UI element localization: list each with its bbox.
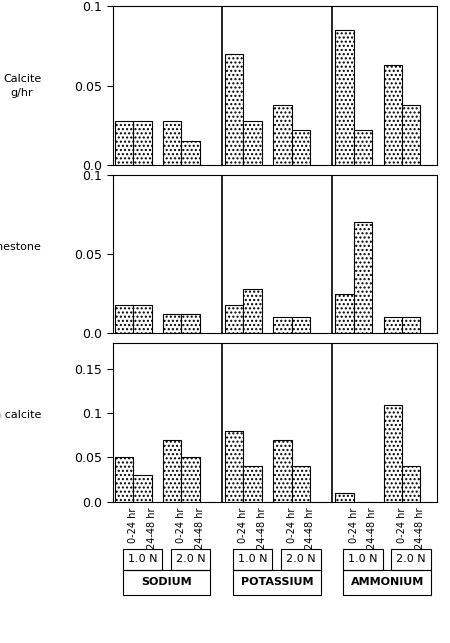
Text: 0-24 hr: 0-24 hr [349, 508, 359, 543]
Text: POTASSIUM: POTASSIUM [241, 577, 313, 588]
Bar [392, 549, 431, 570]
Text: SODIUM: SODIUM [141, 577, 192, 588]
Bar [292, 466, 310, 502]
Bar [402, 466, 420, 502]
Text: 0-24 hr: 0-24 hr [397, 508, 407, 543]
Bar [163, 121, 181, 165]
Bar [181, 457, 200, 502]
Bar [402, 318, 420, 333]
Bar [181, 314, 200, 333]
Bar [225, 54, 243, 165]
Text: 1.0 N: 1.0 N [238, 554, 267, 565]
Bar [243, 289, 262, 333]
Bar [335, 30, 354, 165]
Bar [402, 105, 420, 165]
Bar [122, 570, 211, 595]
Y-axis label: Calcite with limestone
g/hr: Calcite with limestone g/hr [0, 242, 41, 266]
Text: 24-48 hr: 24-48 hr [257, 508, 267, 549]
Bar [243, 121, 262, 165]
Text: 1.0 N: 1.0 N [348, 554, 378, 565]
Text: AMMONIUM: AMMONIUM [351, 577, 424, 588]
Bar [343, 570, 431, 595]
Bar [343, 549, 383, 570]
Text: 24-48 hr: 24-48 hr [367, 508, 377, 549]
Text: 2.0 N: 2.0 N [286, 554, 316, 565]
Text: 0-24 hr: 0-24 hr [238, 508, 248, 543]
Bar [225, 431, 243, 502]
Text: 24-48 hr: 24-48 hr [147, 508, 157, 549]
Bar [292, 318, 310, 333]
Bar [335, 294, 354, 333]
Bar [354, 130, 372, 165]
Text: 24-48 hr: 24-48 hr [305, 508, 315, 549]
Bar [171, 549, 211, 570]
Bar [115, 121, 133, 165]
Bar [273, 440, 292, 502]
Text: 24-48 hr: 24-48 hr [415, 508, 425, 549]
Bar [384, 404, 402, 502]
Text: 2.0 N: 2.0 N [176, 554, 206, 565]
Bar [243, 466, 262, 502]
Text: 24-48 hr: 24-48 hr [195, 508, 205, 549]
Text: 0-24 hr: 0-24 hr [176, 508, 186, 543]
Bar [233, 570, 321, 595]
Text: 0-24 hr: 0-24 hr [128, 508, 138, 543]
Y-axis label: Limestone with calcite
g/hr: Limestone with calcite g/hr [0, 410, 41, 434]
Bar [273, 105, 292, 165]
Bar [292, 130, 310, 165]
Text: 0-24 hr: 0-24 hr [287, 508, 297, 543]
Bar [273, 318, 292, 333]
Bar [181, 141, 200, 165]
Bar [163, 314, 181, 333]
Bar [281, 549, 321, 570]
Bar [115, 305, 133, 333]
Bar [384, 65, 402, 165]
Bar [115, 457, 133, 502]
Bar [163, 440, 181, 502]
Bar [225, 305, 243, 333]
Bar [133, 475, 152, 502]
Text: 2.0 N: 2.0 N [396, 554, 426, 565]
Bar [335, 493, 354, 502]
Bar [233, 549, 272, 570]
Bar [133, 305, 152, 333]
Bar [122, 549, 162, 570]
Y-axis label: Calcite
g/hr: Calcite g/hr [3, 74, 41, 98]
Bar [354, 222, 372, 333]
Text: 1.0 N: 1.0 N [128, 554, 157, 565]
Bar [384, 318, 402, 333]
Bar [133, 121, 152, 165]
